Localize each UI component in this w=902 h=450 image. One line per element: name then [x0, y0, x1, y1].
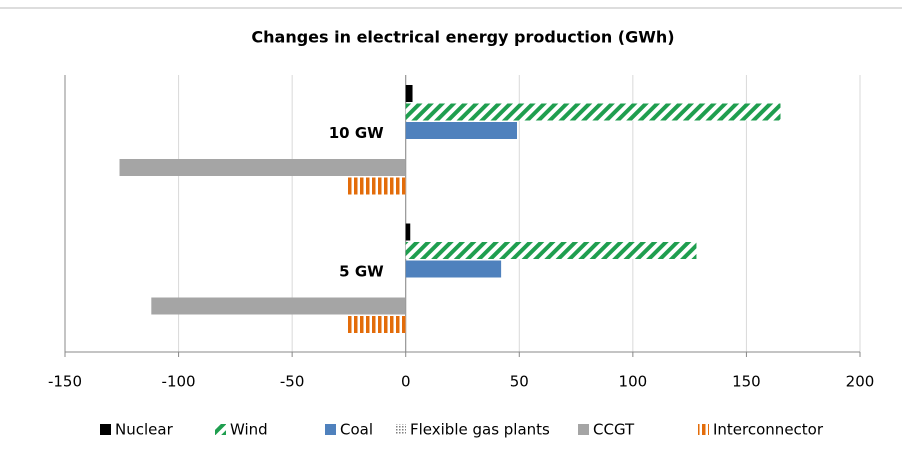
x-tick-label: -50 — [280, 373, 305, 391]
bar — [346, 316, 406, 333]
category-label: 5 GW — [339, 262, 384, 280]
legend-swatch — [395, 424, 406, 435]
legend-label: Coal — [340, 421, 373, 439]
chart-title: Changes in electrical energy production … — [251, 28, 674, 47]
legend-swatch — [578, 424, 589, 435]
bar — [405, 122, 518, 139]
bar — [405, 85, 413, 102]
bar — [405, 103, 781, 121]
legend-swatch — [100, 424, 111, 435]
legend-label: Flexible gas plants — [410, 421, 550, 439]
bar — [119, 159, 406, 176]
legend-swatch — [215, 424, 226, 435]
legend-label: Nuclear — [115, 421, 174, 439]
legend-swatch — [698, 424, 709, 435]
x-tick-label: -100 — [162, 373, 196, 391]
x-tick-label: 100 — [619, 373, 648, 391]
legend-label: Wind — [230, 421, 268, 439]
x-tick-label: 150 — [732, 373, 761, 391]
x-tick-label: 50 — [510, 373, 529, 391]
bar — [405, 260, 502, 278]
category-label: 10 GW — [329, 124, 384, 142]
legend-label: CCGT — [593, 421, 635, 439]
bar — [151, 297, 406, 315]
bar — [346, 177, 406, 195]
legend-swatch — [325, 424, 336, 435]
x-tick-label: 0 — [401, 373, 411, 391]
legend-label: Interconnector — [713, 421, 824, 439]
x-tick-label: -150 — [48, 373, 82, 391]
x-tick-label: 200 — [846, 373, 875, 391]
bar — [405, 242, 697, 259]
bar — [405, 223, 411, 241]
